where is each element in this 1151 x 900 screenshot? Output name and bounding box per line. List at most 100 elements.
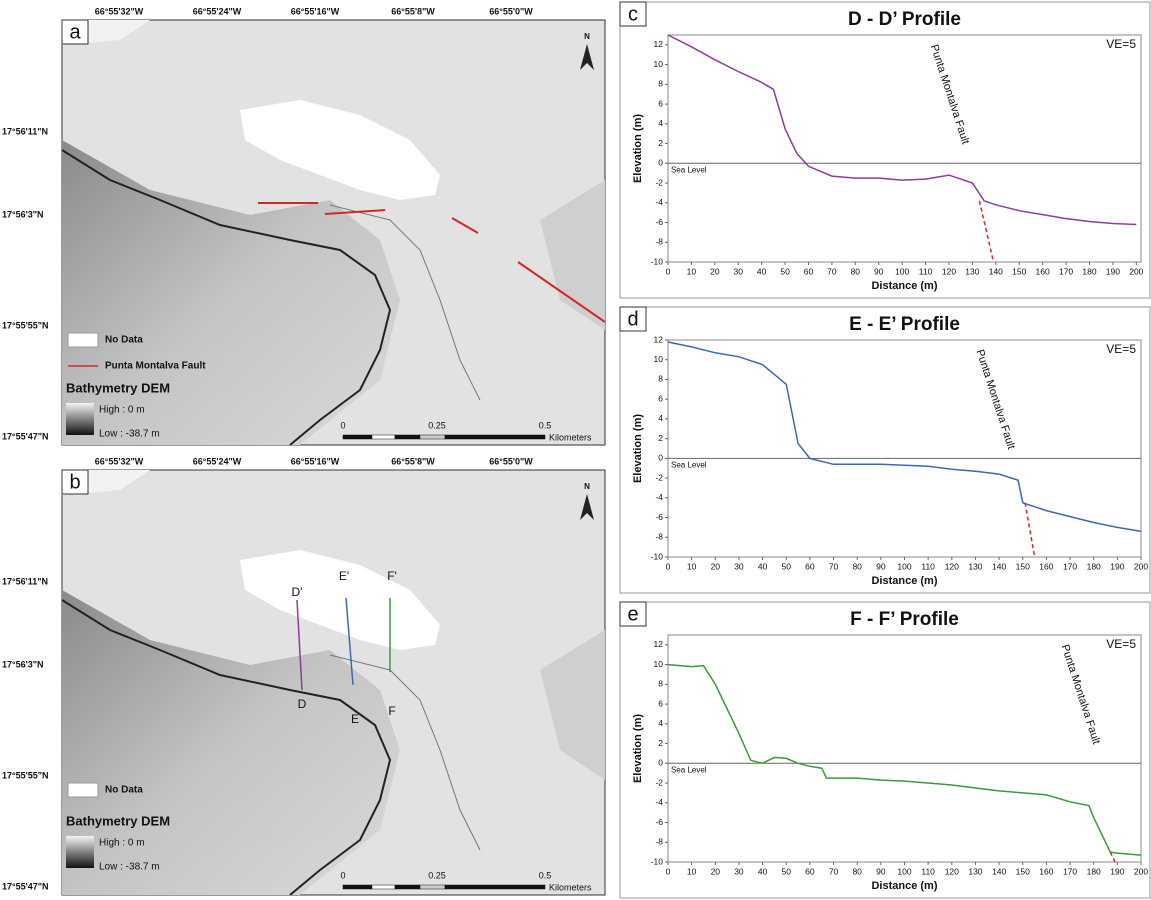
x-tick-label: 100 (897, 561, 911, 571)
x-tick-label: 0 (666, 561, 671, 571)
x-tick-label: 60 (805, 561, 815, 571)
y-tick-label: -10 (651, 256, 664, 266)
latitude-label: 17°55'47"N (2, 881, 49, 891)
x-tick-label: 140 (992, 561, 1006, 571)
x-tick-label: 20 (710, 266, 720, 276)
plot-area (667, 339, 1142, 558)
x-tick-label: 110 (921, 561, 935, 571)
sea-level-label: Sea Level (671, 165, 707, 174)
y-tick-label: 6 (658, 393, 663, 403)
coastline (61, 599, 392, 896)
x-tick-label: 170 (1063, 561, 1077, 571)
y-tick-label: 12 (654, 39, 664, 49)
y-tick-label: -2 (655, 777, 663, 787)
x-tick-label: 50 (782, 561, 792, 571)
rough-seafloor (540, 180, 605, 330)
profile-label: E (351, 712, 359, 726)
longitude-label: 66°55'0"W (489, 456, 533, 466)
x-tick-label: 150 (1016, 866, 1030, 876)
latitude-label: 17°56'11"N (2, 576, 48, 586)
ve-label: VE=5 (1106, 37, 1136, 51)
x-tick-label: 40 (758, 866, 768, 876)
y-tick-label: 12 (654, 334, 664, 344)
profile-label: F (388, 704, 395, 718)
y-tick-label: -6 (655, 512, 663, 522)
plot-area (667, 34, 1142, 263)
x-tick-label: 90 (876, 561, 886, 571)
scale-bar-segment (342, 884, 373, 890)
x-tick-label: 30 (734, 866, 744, 876)
latitude-label: 17°55'55"N (2, 770, 49, 780)
x-tick-label: 200 (1129, 266, 1143, 276)
x-tick-label: 0 (666, 266, 671, 276)
x-tick-label: 70 (829, 866, 839, 876)
chart-title: E - E’ Profile (849, 314, 960, 335)
x-tick-label: 10 (687, 866, 697, 876)
x-tick-label: 70 (829, 561, 839, 571)
latitude-label: 17°56'11"N (2, 126, 48, 136)
panel-letter: b (69, 471, 80, 493)
y-tick-label: 4 (658, 118, 663, 128)
fault-trace (517, 261, 606, 323)
x-tick-label: 40 (758, 561, 768, 571)
y-tick-label: 12 (654, 639, 664, 649)
scale-label: 0 (340, 870, 345, 880)
longitude-label: 66°55'0"W (489, 6, 533, 16)
x-tick-label: 160 (1039, 561, 1053, 571)
north-arrow (580, 44, 594, 70)
panel-letter: a (69, 21, 81, 43)
legend-gradient (66, 836, 94, 868)
x-tick-label: 110 (919, 266, 933, 276)
x-tick-label: 180 (1087, 866, 1101, 876)
latitude-label: 17°56'3"N (2, 659, 44, 669)
x-tick-label: 90 (874, 266, 884, 276)
x-tick-label: 10 (687, 266, 697, 276)
x-tick-label: 80 (852, 866, 862, 876)
x-tick-label: 150 (1016, 561, 1030, 571)
rough-seafloor (540, 630, 605, 780)
x-axis-label: Distance (m) (871, 880, 937, 892)
x-tick-label: 200 (1134, 866, 1148, 876)
chart-title: F - F’ Profile (850, 609, 959, 630)
y-tick-label: -6 (655, 217, 663, 227)
map-panel: a N 66°55'32"W 66°55'24"W 66°55'16"W 66°55'8"… (2, 6, 606, 446)
latitude-label: 17°55'55"N (2, 320, 49, 330)
north-arrow (580, 494, 594, 520)
profile-label: D (298, 697, 307, 711)
x-tick-label: 180 (1087, 561, 1101, 571)
x-tick-label: 160 (1036, 266, 1050, 276)
profile-line (296, 599, 303, 691)
profile-label: E' (339, 569, 349, 583)
x-tick-label: 90 (876, 866, 886, 876)
x-tick-label: 70 (827, 266, 837, 276)
y-tick-label: 6 (658, 98, 663, 108)
scale-unit: Kilometers (549, 882, 592, 892)
y-tick-label: 10 (654, 354, 664, 364)
scale-bar-segment (394, 434, 421, 440)
x-tick-label: 20 (711, 561, 721, 571)
no-data-area (240, 100, 440, 200)
scale-label: 0.25 (428, 870, 446, 880)
x-tick-label: 120 (942, 266, 956, 276)
panel-letter: d (627, 308, 638, 330)
legend-swatch (67, 782, 99, 798)
profile-label: F' (387, 569, 397, 583)
x-tick-label: 130 (968, 561, 982, 571)
latitude-label: 17°56'3"N (2, 209, 44, 219)
legend-label: No Data (105, 335, 143, 346)
y-tick-label: 0 (658, 158, 663, 168)
sea-level-label: Sea Level (671, 765, 707, 774)
scale-bar-segment (419, 434, 446, 440)
longitude-label: 66°55'8"W (391, 456, 435, 466)
scale-label: 0 (340, 420, 345, 430)
panel-box (61, 19, 89, 45)
scale-bar-segment (342, 434, 373, 440)
y-axis-label: Elevation (m) (632, 714, 644, 783)
y-tick-label: -8 (655, 837, 663, 847)
panel-box (619, 306, 647, 332)
x-axis-label: Distance (m) (871, 575, 937, 587)
panel-letter: e (627, 603, 638, 625)
x-tick-label: 60 (805, 866, 815, 876)
legend-label: Punta Montalva Fault (105, 361, 206, 372)
sea-level-label: Sea Level (671, 460, 707, 469)
